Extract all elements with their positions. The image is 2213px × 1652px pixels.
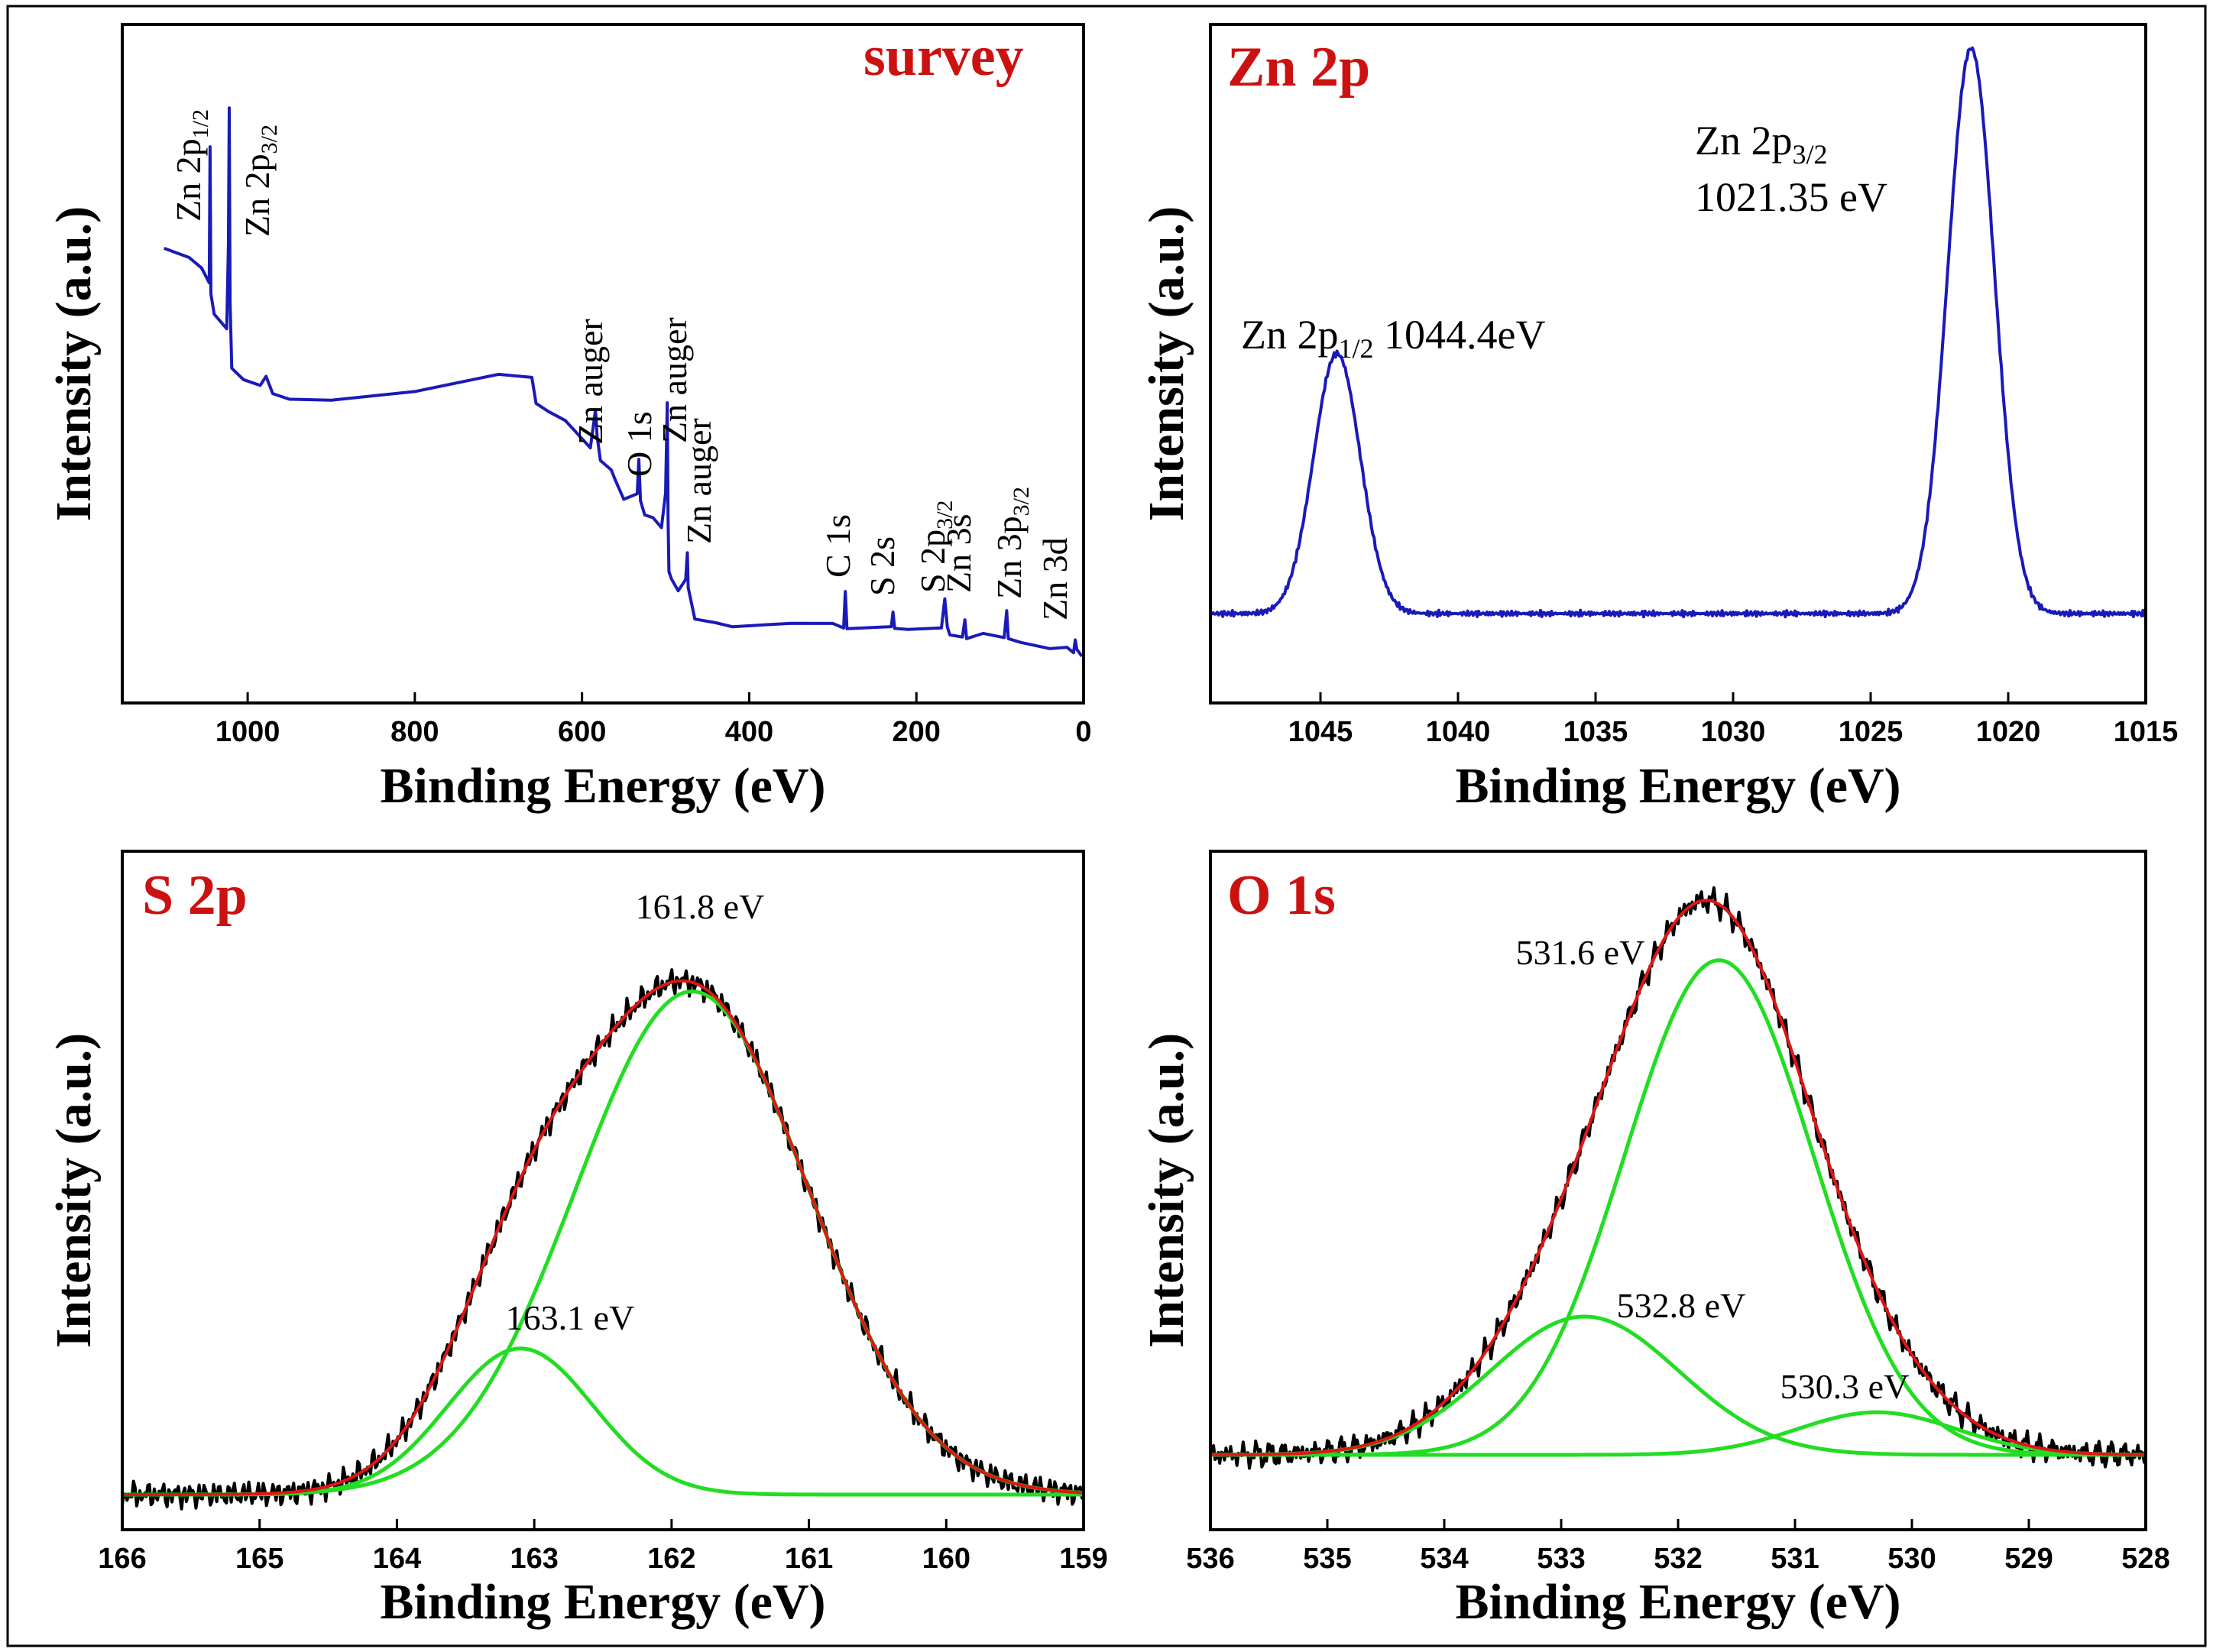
o1s-xlabel: Binding Energy (eV) (1455, 1574, 1900, 1630)
x-tick-label: 200 (893, 716, 941, 748)
x-tick-label: 166 (98, 1543, 146, 1575)
x-tick-label: 0 (1075, 716, 1091, 748)
x-tick-label: 159 (1059, 1543, 1107, 1575)
x-tick-label: 1030 (1701, 716, 1766, 748)
ann-zn-auger-3: Zn auger (679, 418, 718, 544)
o1s-peak-right-label: 530.3 eV (1780, 1367, 1910, 1406)
zn2p-spectrum-line (1210, 46, 2147, 619)
ann-zn3d: Zn 3d (1035, 537, 1074, 620)
x-tick-label: 1040 (1426, 716, 1491, 748)
x-tick-label: 535 (1303, 1543, 1351, 1575)
x-tick-label: 163 (510, 1543, 558, 1575)
panel-zn2p: 1045 1040 1035 1030 1025 1020 1015 Zn 2p Bindi… (1139, 23, 2179, 814)
o1s-x-ticks: 536 535 534 533 532 531 530 529 528 (1186, 1519, 2170, 1575)
x-tick-label: 1000 (215, 716, 280, 748)
s2p-x-ticks: 166 165 164 163 162 161 160 159 (98, 1519, 1108, 1575)
zn2p-frame (1209, 23, 2147, 705)
figure-border (6, 5, 2207, 1647)
x-tick-label: 1035 (1563, 716, 1628, 748)
ann-c1s: C 1s (818, 514, 857, 578)
x-tick-label: 800 (390, 716, 439, 748)
s2p-xlabel: Binding Energy (eV) (380, 1574, 825, 1630)
x-tick-label: 536 (1186, 1543, 1234, 1575)
o1s-title: O 1s (1227, 864, 1336, 927)
survey-curves (164, 106, 1084, 658)
panel-o1s: 536 535 534 533 532 531 530 529 528 O 1s Binding… (1139, 850, 2170, 1630)
x-tick-label: 600 (558, 716, 606, 748)
zn2p-title: Zn 2p (1227, 36, 1370, 99)
x-tick-label: 532 (1654, 1543, 1702, 1575)
zn2p-curves (1210, 46, 2147, 619)
x-tick-label: 530 (1887, 1543, 1936, 1575)
zn2p-peak2-label-2: 1021.35 eV (1695, 174, 1887, 220)
ann-zn3s: Zn 3s (939, 514, 978, 594)
survey-xlabel: Binding Energy (eV) (380, 758, 825, 814)
zn2p-peak1-label: Zn 2p1/2 1044.4eV (1241, 312, 1545, 364)
o1s-component-line-3 (1210, 1410, 2146, 1457)
s2p-curves (121, 968, 1085, 1511)
s2p-fit-line (122, 979, 1084, 1496)
panel-survey: 1000 800 600 400 200 0 survey Binding Energy … (46, 23, 1092, 814)
x-tick-label: 528 (2121, 1543, 2169, 1575)
s2p-peak-minor-label: 163.1 eV (506, 1298, 635, 1337)
o1s-curves (1209, 886, 2147, 1470)
o1s-peak-main-label: 531.6 eV (1516, 933, 1645, 972)
zn2p-xlabel: Binding Energy (eV) (1455, 758, 1900, 814)
o1s-ylabel: Intensity (a.u.) (1139, 1033, 1194, 1349)
ann-s2s: S 2s (863, 536, 902, 596)
x-tick-label: 531 (1771, 1543, 1819, 1575)
panel-s2p: 166 165 164 163 162 161 160 159 S 2p Binding En… (46, 850, 1108, 1630)
x-tick-label: 161 (785, 1543, 833, 1575)
zn2p-ylabel: Intensity (a.u.) (1139, 206, 1194, 522)
ann-zn-auger-2: Zn auger (655, 317, 694, 443)
s2p-peak-main-label: 161.8 eV (636, 887, 765, 926)
x-tick-label: 400 (725, 716, 773, 748)
survey-ylabel: Intensity (a.u.) (46, 206, 102, 522)
x-tick-label: 160 (922, 1543, 970, 1575)
x-tick-label: 533 (1537, 1543, 1585, 1575)
x-tick-label: 534 (1420, 1543, 1468, 1575)
survey-annotations: Zn 2p1/2 Zn 2p3/2 Zn auger O 1s Zn auger… (169, 109, 1074, 620)
x-tick-label: 165 (235, 1543, 284, 1575)
o1s-peak-left-label: 532.8 eV (1617, 1286, 1746, 1325)
o1s-fit-line (1210, 899, 2146, 1456)
zn2p-x-ticks: 1045 1040 1035 1030 1025 1020 1015 (1288, 692, 2179, 748)
s2p-frame (121, 850, 1085, 1531)
s2p-ylabel: Intensity (a.u.) (46, 1033, 102, 1349)
s2p-title: S 2p (142, 864, 248, 927)
ann-zn3p32: Zn 3p3/2 (990, 487, 1034, 599)
survey-title: survey (863, 25, 1024, 88)
survey-x-ticks: 1000 800 600 400 200 0 (215, 692, 1092, 748)
x-tick-label: 162 (647, 1543, 695, 1575)
x-tick-label: 529 (2004, 1543, 2053, 1575)
ann-o1s: O 1s (620, 411, 659, 477)
o1s-raw-line (1209, 886, 2147, 1470)
survey-spectrum-line (164, 106, 1084, 658)
x-tick-label: 1025 (1839, 716, 1904, 748)
x-tick-label: 1045 (1288, 716, 1353, 748)
x-tick-label: 1020 (1976, 716, 2041, 748)
x-tick-label: 164 (373, 1543, 421, 1575)
ann-zn-auger-1: Zn auger (571, 319, 610, 445)
survey-frame (121, 23, 1085, 705)
x-tick-label: 1015 (2114, 716, 2179, 748)
